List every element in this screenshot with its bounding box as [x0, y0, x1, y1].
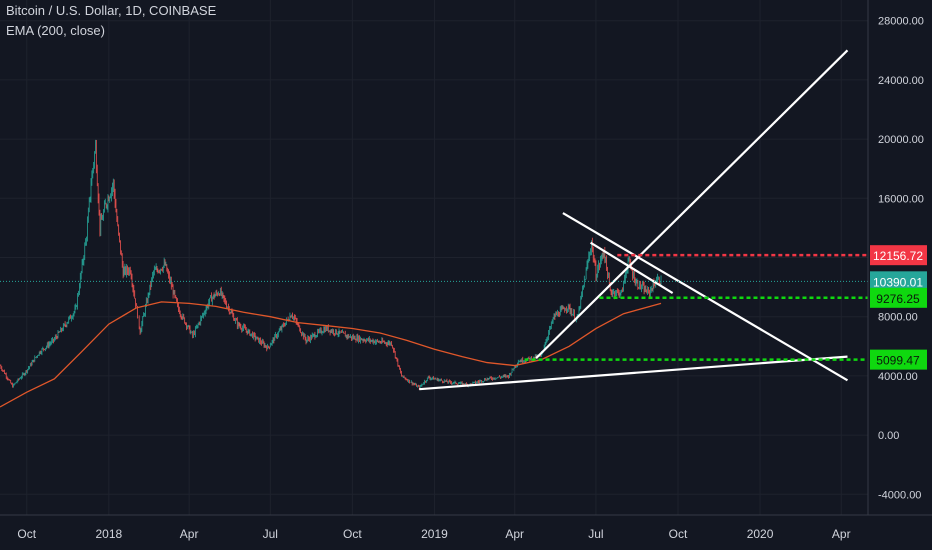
x-tick-label: Oct	[669, 527, 688, 541]
y-tick-label: 4000.00	[878, 371, 918, 383]
trendline[interactable]	[589, 241, 674, 294]
x-tick-label: Apr	[832, 527, 851, 541]
y-tick-label: 0.00	[878, 430, 899, 442]
y-tick-label: 8000.00	[878, 312, 918, 324]
trendline[interactable]	[535, 49, 849, 359]
y-tick-label: 20000.00	[878, 134, 924, 146]
x-tick-label: 2018	[95, 527, 122, 541]
x-tick-label: Oct	[343, 527, 362, 541]
plot-area[interactable]	[0, 49, 868, 408]
symbol-legend[interactable]: Bitcoin / U.S. Dollar, 1D, COINBASE	[6, 3, 217, 18]
x-tick-label: Apr	[180, 527, 199, 541]
trendline[interactable]	[419, 355, 848, 391]
price-tag	[870, 287, 927, 308]
price-tag	[870, 245, 927, 266]
x-tick-label: Oct	[17, 527, 36, 541]
y-tick-label: 28000.00	[878, 16, 924, 28]
x-tick-label: Jul	[588, 527, 603, 541]
x-tick-label: Apr	[505, 527, 524, 541]
x-tick-label: 2020	[747, 527, 774, 541]
price-tag-label: 9276.25	[876, 292, 920, 306]
y-tick-label: 16000.00	[878, 193, 924, 205]
price-tag	[870, 271, 927, 292]
price-tag-label: 10390.01	[873, 275, 923, 289]
price-tag-label: 12156.72	[873, 249, 923, 263]
x-tick-label: 2019	[421, 527, 448, 541]
x-tick-label: Jul	[263, 527, 278, 541]
y-tick-label: 24000.00	[878, 75, 924, 87]
indicator-legend[interactable]: EMA (200, close)	[6, 23, 105, 38]
y-tick-label: -4000.00	[878, 489, 921, 501]
grid	[0, 0, 868, 515]
price-tag	[870, 349, 927, 370]
price-tag-label: 5099.47	[876, 354, 920, 368]
